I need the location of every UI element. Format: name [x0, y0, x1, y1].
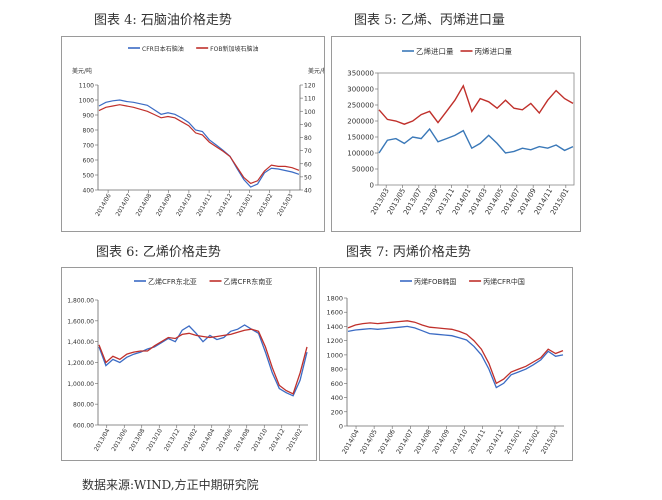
y-right-tick-label: 60 — [304, 161, 312, 168]
legend-label-2: 乙烯CFR东南亚 — [224, 277, 273, 286]
series-line-1 — [98, 99, 300, 188]
propylene-chart-panel: 0 200 400 600 800 1000 1200 1400 1600 1800 2014/04… — [319, 267, 573, 461]
series-line-2 — [98, 328, 308, 395]
y-right-tick-label: 120 — [304, 83, 316, 90]
y-right-tick-label: 80 — [304, 135, 312, 142]
x-tick-label: 2013/06 — [110, 427, 129, 452]
caption-naphtha: 图表 4: 石脑油价格走势 — [94, 13, 232, 28]
legend-label-1: 乙烯进口量 — [416, 46, 454, 56]
x-tick-label: 2015/02 — [256, 192, 275, 217]
x-tick-label: 2014/04 — [198, 427, 217, 452]
y-tick-label: 0 — [370, 182, 374, 190]
x-tick-label: 2015/01 — [236, 192, 255, 217]
y-tick-label: 350000 — [347, 70, 374, 78]
x-tick-label: 2014/08 — [233, 427, 252, 452]
y-tick-label: 800 — [331, 366, 343, 374]
series-line-1 — [378, 127, 574, 154]
legend-label-2: FOB新加坡石脑油 — [210, 45, 258, 53]
legend-label-2: 丙烯进口量 — [475, 46, 513, 56]
y-tick-label: 1,200.00 — [67, 360, 94, 367]
x-tick-label: 2014/10 — [250, 427, 269, 452]
series-line-1 — [347, 325, 564, 389]
x-tick-label: 2014/02 — [180, 427, 199, 452]
naphtha-chart-panel: 400 500 600 700 800 900 1000 1100 40 50 60 70 80 90 10… — [61, 36, 325, 232]
y-right-tick-label: 100 — [304, 109, 316, 116]
y-tick-label: 200 — [331, 408, 343, 416]
y-right-tick-label: 40 — [304, 188, 312, 195]
propylene-chart: 0200400600800100012001400160018002014/04… — [326, 277, 564, 455]
y-right-axis-title: 美元/桶 — [308, 67, 324, 75]
ethylene-chart: 600.00 800.00 1,000.00 1,200.00 1,400.00 1,60… — [67, 277, 308, 453]
y-tick-label: 1,400.00 — [67, 339, 94, 346]
caption-imports: 图表 5: 乙烯、丙烯进口量 — [354, 13, 505, 28]
x-tick-label: 2015/03 — [539, 428, 559, 455]
x-tick-label: 2014/11 — [195, 192, 214, 217]
y-tick-label: 50000 — [352, 166, 374, 174]
y-tick-label: 1000 — [326, 351, 343, 359]
x-tick-label: 2014/08 — [135, 192, 154, 217]
series-line-2 — [378, 84, 574, 125]
y-tick-label: 800 — [83, 128, 95, 135]
y-tick-label: 200000 — [347, 118, 374, 126]
series-line-1 — [98, 324, 308, 397]
y-tick-label: 1000 — [79, 98, 94, 105]
x-tick-label: 2014/07 — [115, 192, 134, 217]
y-tick-label: 600.00 — [73, 423, 94, 430]
y-tick-label: 600 — [83, 158, 95, 165]
x-tick-label: 2013/08 — [128, 427, 147, 452]
y-tick-label: 1,000.00 — [67, 381, 94, 388]
legend-label-1: 丙烯FOB韩国 — [414, 277, 456, 286]
y-tick-label: 1400 — [326, 323, 343, 331]
y-tick-label: 0 — [339, 423, 343, 431]
y-tick-label: 100000 — [347, 150, 374, 158]
x-tick-label: 2015/03 — [276, 192, 295, 217]
y-right-tick-label: 90 — [304, 122, 312, 129]
series-line-2 — [347, 320, 564, 385]
series-line-2 — [98, 104, 300, 185]
legend-label-2: 丙烯CFR中国 — [483, 277, 525, 286]
x-tick-label: 2013/10 — [145, 427, 164, 452]
y-axis-title: 美元/吨 — [72, 67, 92, 75]
y-tick-label: 700 — [83, 143, 95, 150]
y-tick-label: 1800 — [326, 295, 343, 303]
y-tick-label: 400 — [331, 394, 343, 402]
x-tick-label: 2014/09 — [155, 192, 174, 217]
y-tick-label: 900 — [83, 113, 95, 120]
naphtha-chart: 400 500 600 700 800 900 1000 1100 40 50 60 70 80 90 10… — [72, 45, 324, 218]
x-tick-label: 2014/12 — [268, 427, 287, 452]
data-source-note: 数据来源:WIND,方正中期研究院 — [82, 478, 259, 492]
y-right-tick-label: 110 — [304, 96, 316, 103]
caption-ethylene: 图表 6: 乙烯价格走势 — [96, 245, 221, 260]
legend-label-1: 乙烯CFR东北亚 — [148, 277, 197, 286]
y-tick-label: 300000 — [347, 86, 374, 94]
y-right-tick-label: 50 — [304, 174, 312, 181]
y-tick-label: 1600 — [326, 309, 343, 317]
plot-area — [377, 72, 575, 186]
x-tick-label: 2014/10 — [175, 192, 194, 217]
y-right-tick-label: 70 — [304, 148, 312, 155]
y-tick-label: 1,800.00 — [67, 298, 94, 305]
y-tick-label: 500 — [83, 173, 95, 180]
ethylene-chart-panel: 600.00 800.00 1,000.00 1,200.00 1,400.00 1,60… — [61, 267, 317, 461]
y-tick-label: 600 — [331, 380, 343, 388]
y-tick-label: 150000 — [347, 134, 374, 142]
x-tick-label: 2013/04 — [93, 427, 112, 452]
y-tick-label: 1,600.00 — [67, 318, 94, 325]
y-tick-label: 250000 — [347, 102, 374, 110]
imports-chart-panel: 0 50000 100000 150000 200000 250000 300000 3500… — [331, 36, 581, 232]
x-tick-label: 2014/06 — [94, 192, 113, 217]
imports-chart: 0 50000 100000 150000 200000 250000 300000 3500… — [347, 46, 575, 216]
x-tick-label: 2013/12 — [163, 427, 182, 452]
y-tick-label: 400 — [83, 188, 95, 195]
caption-propylene: 图表 7: 丙烯价格走势 — [346, 245, 471, 260]
x-tick-label: 2015/02 — [285, 427, 304, 452]
x-tick-label: 2014/12 — [216, 192, 235, 217]
y-tick-label: 1100 — [79, 83, 94, 90]
legend-label-1: CFR日本石脑油 — [142, 45, 184, 53]
x-tick-label: 2014/06 — [215, 427, 234, 452]
y-tick-label: 1200 — [326, 337, 343, 345]
y-tick-label: 800.00 — [73, 402, 94, 409]
